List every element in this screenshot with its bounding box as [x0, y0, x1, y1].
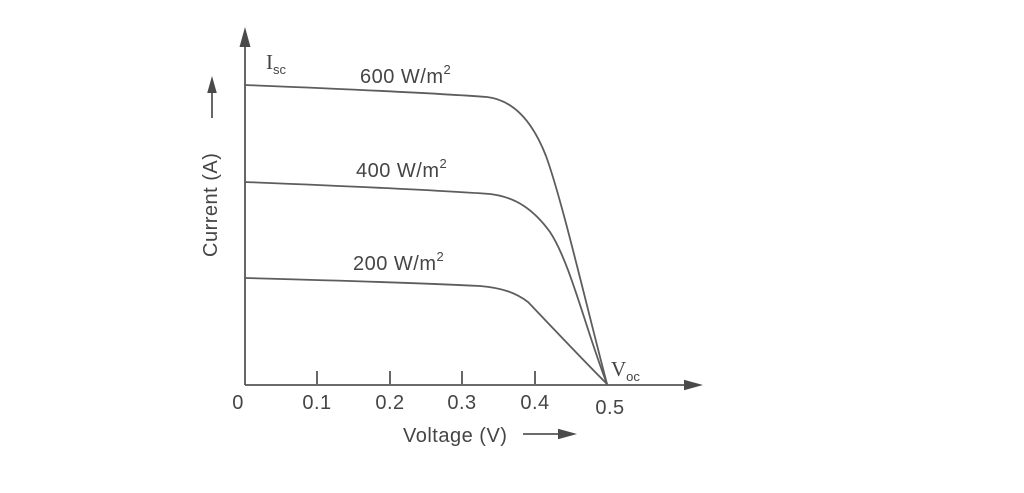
x-tick-label-0-3: 0.3: [447, 392, 477, 414]
x-tick-label-0-2: 0.2: [375, 392, 405, 414]
curve-label-600: 600 W/m2: [360, 63, 451, 88]
curve-400wm2: [244, 181, 608, 385]
voc-annotation: Voc: [611, 357, 640, 384]
isc-annotation: Isc: [266, 50, 286, 77]
x-tick-label-0-1: 0.1: [302, 392, 332, 414]
curve-label-600-text: 600 W/m: [360, 66, 444, 88]
curve-label-200-text: 200 W/m: [353, 253, 437, 275]
curve-label-200: 200 W/m2: [353, 250, 444, 275]
curve-label-200-superscript: 2: [436, 249, 445, 264]
x-tick-label-0: 0: [232, 392, 244, 414]
curve-600wm2: [244, 84, 608, 385]
curve-label-400-superscript: 2: [439, 156, 448, 171]
y-axis-arrowhead-icon: [239, 27, 251, 47]
curve-label-400-text: 400 W/m: [356, 160, 440, 182]
y-axis-title: Current (A): [200, 152, 222, 257]
x-tick-label-0-5: 0.5: [595, 397, 625, 419]
curve-label-600-superscript: 2: [443, 62, 452, 77]
y-axis-title-arrowhead-icon: [207, 76, 217, 93]
x-axis-title: Voltage (V): [403, 425, 508, 447]
voc-subscript: oc: [626, 369, 640, 384]
isc-symbol: I: [266, 50, 273, 74]
voc-symbol: V: [611, 357, 627, 381]
x-axis-arrowhead-icon: [684, 379, 703, 391]
curve-200wm2: [244, 277, 608, 385]
isc-subscript: sc: [273, 62, 286, 77]
x-axis-title-arrowhead-icon: [558, 428, 577, 440]
x-tick-label-0-4: 0.4: [520, 392, 550, 414]
curve-label-400: 400 W/m2: [356, 157, 447, 182]
